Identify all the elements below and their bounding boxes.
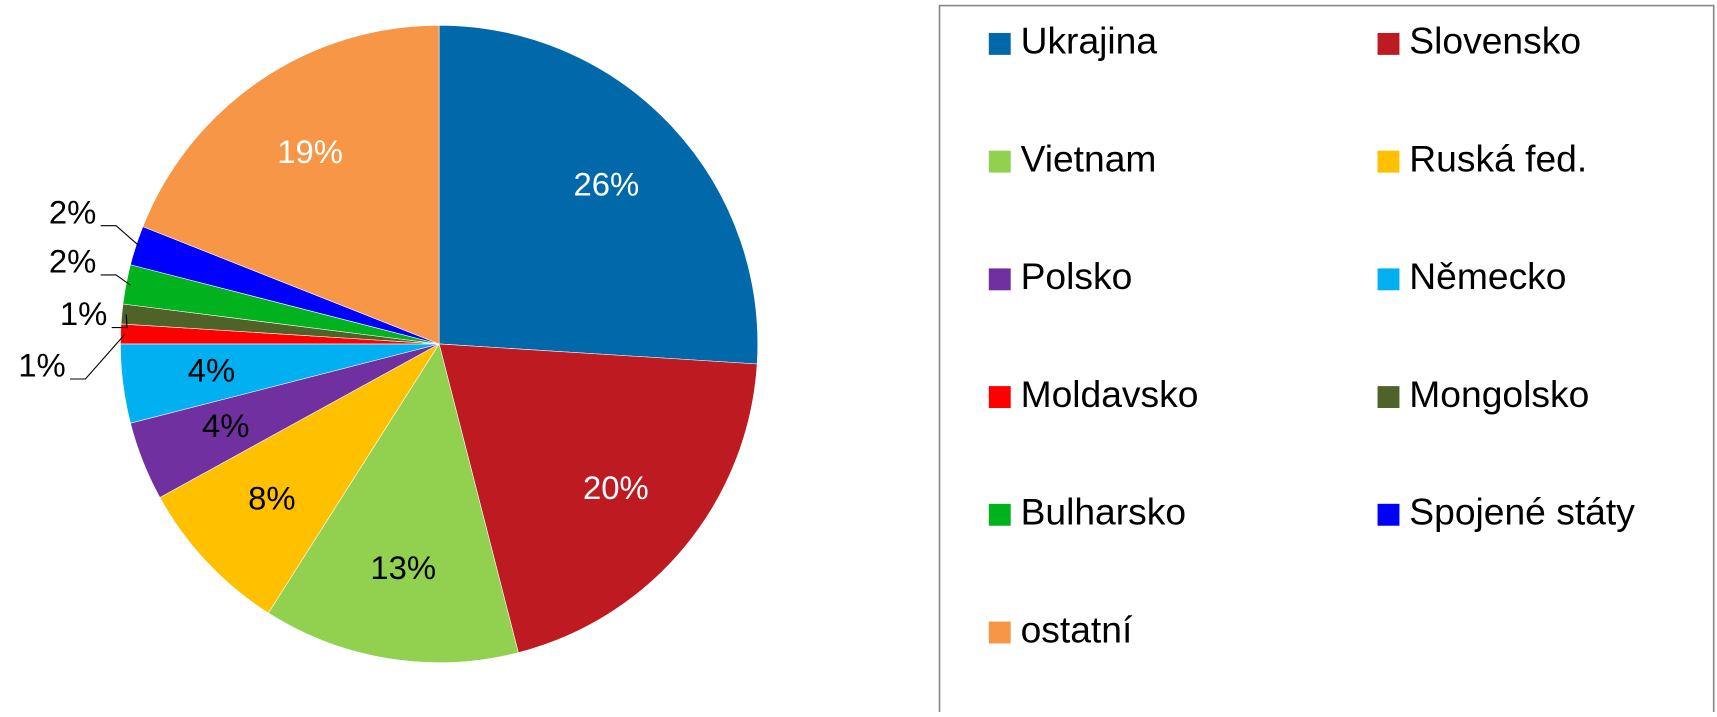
leader-line bbox=[100, 274, 131, 286]
data-label: 4% bbox=[188, 351, 235, 388]
legend-label: Bulharsko bbox=[1021, 491, 1187, 533]
leader-line bbox=[70, 333, 126, 380]
data-label: 2% bbox=[49, 243, 96, 280]
legend-label: Německo bbox=[1409, 255, 1566, 297]
legend-swatch bbox=[988, 386, 1011, 409]
legend-label: Moldavsko bbox=[1021, 373, 1199, 415]
legend-label: Vietnam bbox=[1021, 137, 1157, 179]
leader-line bbox=[100, 225, 141, 248]
data-label: 13% bbox=[370, 549, 436, 586]
data-label: 1% bbox=[60, 295, 107, 332]
legend-box bbox=[938, 4, 1715, 717]
legend-swatch bbox=[1377, 150, 1400, 173]
pie-slice bbox=[438, 343, 758, 653]
legend-swatch bbox=[1377, 386, 1400, 409]
legend-swatch bbox=[988, 150, 1011, 173]
data-label: 4% bbox=[202, 407, 249, 444]
legend-label: Polsko bbox=[1021, 255, 1133, 297]
legend-swatch bbox=[1377, 503, 1400, 526]
legend-label: Spojené státy bbox=[1409, 491, 1635, 533]
pie-slice bbox=[438, 25, 758, 365]
legend-swatch bbox=[1377, 32, 1400, 55]
legend-swatch bbox=[988, 268, 1011, 291]
legend-swatch bbox=[1377, 268, 1400, 291]
data-label: 20% bbox=[583, 469, 649, 506]
leader-line bbox=[111, 314, 128, 329]
data-label: 8% bbox=[248, 480, 295, 517]
data-label: 1% bbox=[18, 347, 65, 384]
legend-swatch bbox=[988, 621, 1011, 644]
legend-label: ostatní bbox=[1021, 608, 1133, 650]
legend-label: Ruská fed. bbox=[1409, 137, 1587, 179]
pie-slice bbox=[142, 25, 440, 345]
legend-label: Mongolsko bbox=[1409, 373, 1589, 415]
data-label: 2% bbox=[49, 193, 96, 230]
legend-label: Ukrajina bbox=[1021, 20, 1158, 62]
data-label: 26% bbox=[573, 166, 639, 203]
legend-swatch bbox=[988, 32, 1011, 55]
pie-slice bbox=[159, 343, 440, 614]
data-label: 19% bbox=[277, 133, 343, 170]
legend-swatch bbox=[988, 503, 1011, 526]
pie-slice bbox=[267, 343, 519, 663]
legend-label: Slovensko bbox=[1409, 20, 1581, 62]
